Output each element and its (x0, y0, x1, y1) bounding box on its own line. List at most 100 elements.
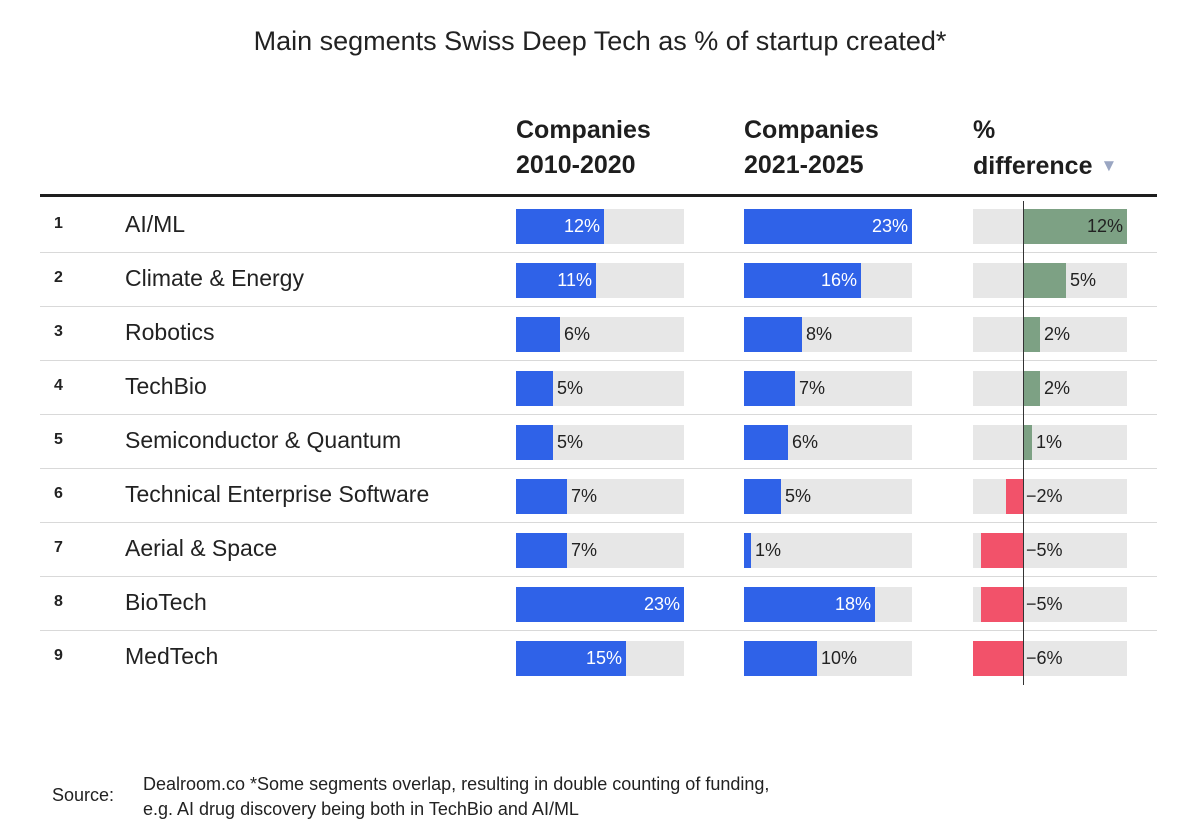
row-rank: 4 (54, 377, 63, 394)
row-segment-label: AI/ML (125, 211, 186, 237)
source-note-line2: e.g. AI drug discovery being both in Tec… (143, 799, 579, 819)
table-row[interactable]: 8 BioTech 23% 18% −5% (40, 577, 1157, 631)
share-2021-2025-track: 10% (744, 641, 912, 676)
row-segment-label: Technical Enterprise Software (125, 481, 430, 507)
row-rank: 7 (54, 539, 63, 556)
difference-bar[interactable] (1023, 263, 1066, 298)
difference-bar[interactable] (973, 641, 1023, 676)
column-header-diff-line2: difference (973, 152, 1093, 180)
share-2021-2025-value: 1% (755, 540, 782, 560)
row-rank: 1 (54, 215, 63, 232)
table-row[interactable]: 9 MedTech 15% 10% −6% (40, 631, 1157, 685)
share-2010-2020-track: 7% (516, 533, 684, 568)
table-row[interactable]: 6 Technical Enterprise Software 7% 5% −2% (40, 469, 1157, 523)
difference-bar[interactable] (1023, 425, 1032, 460)
share-2021-2025-bar[interactable] (744, 263, 861, 298)
share-2021-2025-bar[interactable] (744, 425, 788, 460)
share-2010-2020-bar[interactable] (516, 479, 567, 514)
chart-title: Main segments Swiss Deep Tech as % of st… (253, 26, 947, 56)
row-segment-label: Robotics (125, 319, 215, 345)
share-2010-2020-bar[interactable] (516, 425, 553, 460)
share-2010-2020-bar[interactable] (516, 263, 596, 298)
row-segment-label: MedTech (125, 643, 219, 669)
share-2010-2020-bar[interactable] (516, 587, 684, 622)
difference-bar[interactable] (1023, 371, 1040, 406)
sort-descending-icon[interactable]: ▼ (1100, 156, 1118, 175)
share-2021-2025-value: 5% (785, 486, 812, 506)
difference-value: 1% (1036, 432, 1063, 452)
table-row[interactable]: 1 AI/ML 12% 23% 12% (40, 199, 1157, 253)
difference-value: 5% (1070, 270, 1097, 290)
difference-value: −2% (1026, 486, 1063, 506)
difference-value: 12% (1086, 216, 1123, 236)
share-2010-2020-value: 23% (643, 594, 680, 614)
source-note: Dealroom.co *Some segments overlap, resu… (143, 772, 769, 822)
share-2010-2020-track: 5% (516, 425, 684, 460)
difference-track: 2% (973, 371, 1127, 406)
share-2021-2025-track: 23% (744, 209, 912, 244)
share-2010-2020-value: 6% (564, 324, 591, 344)
share-2010-2020-bar[interactable] (516, 209, 604, 244)
share-2010-2020-track: 23% (516, 587, 684, 622)
share-2010-2020-track: 6% (516, 317, 684, 352)
share-2021-2025-bar[interactable] (744, 479, 781, 514)
share-2021-2025-bar[interactable] (744, 317, 802, 352)
share-2010-2020-bar[interactable] (516, 641, 626, 676)
share-2021-2025-value: 23% (871, 216, 908, 236)
table-row[interactable]: 3 Robotics 6% 8% 2% (40, 307, 1157, 361)
share-2021-2025-bar[interactable] (744, 209, 912, 244)
column-header-difference[interactable]: % difference ▼ (973, 113, 1117, 184)
share-2021-2025-bar[interactable] (744, 587, 875, 622)
share-2010-2020-track: 11% (516, 263, 684, 298)
share-2021-2025-bar[interactable] (744, 533, 751, 568)
share-2010-2020-bar[interactable] (516, 371, 553, 406)
difference-track: −2% (973, 479, 1127, 514)
difference-bar[interactable] (981, 587, 1023, 622)
table-row[interactable]: 4 TechBio 5% 7% 2% (40, 361, 1157, 415)
source-label: Source: (52, 785, 115, 805)
share-2010-2020-value: 15% (585, 648, 622, 668)
row-segment-label: Climate & Energy (125, 265, 304, 291)
column-header-2021-line1: Companies (744, 116, 879, 144)
share-2021-2025-bar[interactable] (744, 371, 795, 406)
table-row[interactable]: 2 Climate & Energy 11% 16% 5% (40, 253, 1157, 307)
column-header-diff-line1: % (973, 116, 996, 144)
row-rank: 9 (54, 647, 63, 664)
share-2021-2025-value: 7% (799, 378, 826, 398)
share-2010-2020-value: 7% (571, 540, 598, 560)
share-2010-2020-track: 5% (516, 371, 684, 406)
difference-zero-line (1023, 201, 1024, 685)
difference-track: −5% (973, 533, 1127, 568)
difference-bar[interactable] (981, 533, 1023, 568)
row-rank: 2 (54, 269, 63, 286)
row-rank: 8 (54, 593, 63, 610)
share-2021-2025-track: 7% (744, 371, 912, 406)
difference-track: −6% (973, 641, 1127, 676)
share-2021-2025-track: 16% (744, 263, 912, 298)
share-2010-2020-value: 7% (571, 486, 598, 506)
difference-track: 12% (973, 209, 1127, 244)
difference-track: −5% (973, 587, 1127, 622)
row-segment-label: Aerial & Space (125, 535, 278, 561)
column-header-2021-2025[interactable]: Companies 2021-2025 (744, 113, 879, 183)
share-2021-2025-value: 8% (806, 324, 833, 344)
column-header-2010-2020[interactable]: Companies 2010-2020 (516, 113, 651, 183)
difference-bar[interactable] (1023, 209, 1127, 244)
table-row[interactable]: 7 Aerial & Space 7% 1% −5% (40, 523, 1157, 577)
share-2021-2025-bar[interactable] (744, 641, 817, 676)
share-2010-2020-bar[interactable] (516, 533, 567, 568)
share-2021-2025-track: 18% (744, 587, 912, 622)
difference-value: 2% (1044, 378, 1071, 398)
difference-track: 5% (973, 263, 1127, 298)
share-2010-2020-value: 5% (557, 432, 584, 452)
difference-bar[interactable] (1023, 317, 1040, 352)
table-row[interactable]: 5 Semiconductor & Quantum 5% 6% 1% (40, 415, 1157, 469)
share-2010-2020-value: 11% (557, 270, 592, 290)
difference-bar[interactable] (1006, 479, 1023, 514)
difference-value: −5% (1026, 540, 1063, 560)
share-2021-2025-track: 6% (744, 425, 912, 460)
share-2010-2020-track: 15% (516, 641, 684, 676)
share-2021-2025-track: 1% (744, 533, 912, 568)
share-2021-2025-track: 5% (744, 479, 912, 514)
share-2010-2020-bar[interactable] (516, 317, 560, 352)
